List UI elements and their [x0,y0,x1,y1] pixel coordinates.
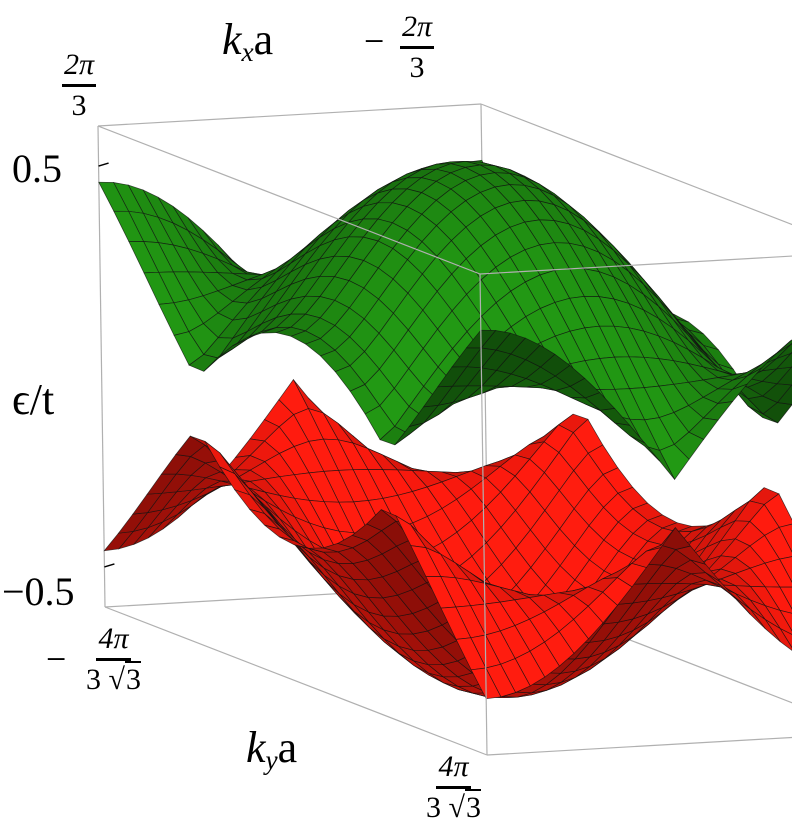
box-edge [97,125,481,275]
box-edge [479,255,792,275]
z-tick-mark [98,162,109,167]
x-tick-sign: − [364,21,385,61]
x-tick-label: 2π 3 [400,10,435,84]
box-edge [480,103,792,226]
box-edge [104,606,488,756]
z-tick-label: −0.5 [2,569,75,614]
bounding-box-front [97,125,792,756]
y-tick-sign: − [46,639,67,679]
x-axis-label: kxa [222,15,274,67]
surfaces [98,159,792,700]
z-axis-label: ϵ/t [12,375,55,424]
y-axis-label: kya [246,723,298,775]
y-tick-label: 4π 3 √3 [86,622,141,696]
z-tick-label: 0.5 [12,146,62,191]
y-tick-label: 4π 3 √3 [426,750,481,824]
box-edge [97,103,482,127]
box-edge [479,273,488,756]
box-edge [486,736,792,756]
box-edge [97,125,106,608]
z-tick-mark [104,563,115,568]
x-tick-label: 2π 3 [62,48,97,122]
axis-ticks [98,162,115,568]
